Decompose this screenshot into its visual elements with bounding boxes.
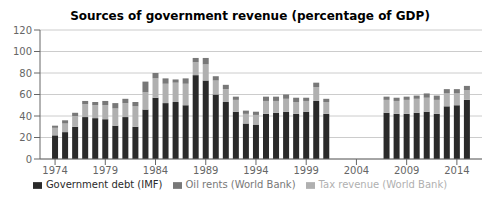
svg-text:20: 20 xyxy=(19,132,32,143)
svg-text:100: 100 xyxy=(13,46,32,57)
svg-text:1974: 1974 xyxy=(42,165,67,176)
html-text:Sources of government revenue: Sources of government revenue (percentag… xyxy=(70,9,430,23)
svg-text:2014: 2014 xyxy=(444,165,469,176)
svg-text:1989: 1989 xyxy=(193,165,218,176)
svg-text:60: 60 xyxy=(19,89,32,100)
svg-text:2004: 2004 xyxy=(344,165,369,176)
svg-text:40: 40 xyxy=(19,111,32,122)
svg-text:1994: 1994 xyxy=(243,165,268,176)
html-text:Tax revenue (World Bank): Tax revenue (World Bank) xyxy=(318,179,448,190)
html-text:Government debt (IMF): Government debt (IMF) xyxy=(45,179,163,190)
svg-text:80: 80 xyxy=(19,68,32,79)
svg-text:0: 0 xyxy=(26,154,32,165)
svg-text:2009: 2009 xyxy=(394,165,419,176)
svg-text:1999: 1999 xyxy=(293,165,318,176)
html-text:Oil rents (World Bank): Oil rents (World Bank) xyxy=(185,179,296,190)
svg-text:120: 120 xyxy=(13,25,32,36)
svg-text:1979: 1979 xyxy=(93,165,118,176)
svg-text:1984: 1984 xyxy=(143,165,168,176)
